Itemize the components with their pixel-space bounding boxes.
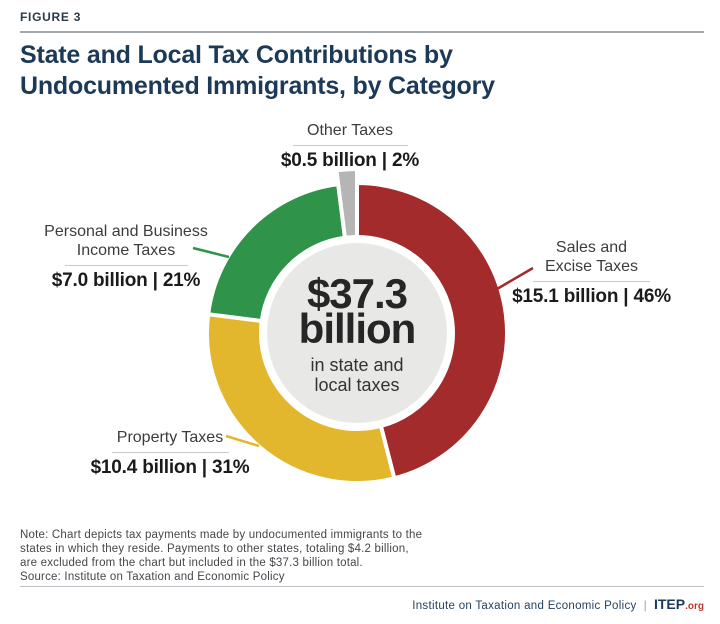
label-property-taxes-value: $10.4 billion | 31% [90,457,250,478]
donut-segment-3 [334,166,359,240]
label-other-taxes-value: $0.5 billion | 2% [280,150,420,171]
figure-label: FIGURE 3 [20,10,82,24]
itep-logo-suffix: .org [685,601,704,612]
chart-title: State and Local Tax Contributions by Und… [20,40,495,102]
label-income-taxes-value: $7.0 billion | 21% [51,270,201,291]
label-property-taxes: Property Taxes $10.4 billion | 31% [70,428,270,479]
label-other-taxes: Other Taxes $0.5 billion | 2% [265,121,435,172]
note-line-3: are excluded from the chart but included… [20,557,363,569]
note-line-1: Note: Chart depicts tax payments made by… [20,529,423,541]
footer: Institute on Taxation and Economic Polic… [412,596,704,612]
total-caption-line1: in state and [310,355,404,375]
label-property-taxes-underline [111,452,229,453]
label-income-taxes-underline [64,265,188,266]
donut-center-label: $37.3 billion in state and local taxes [257,270,457,396]
label-other-taxes-name: Other Taxes [307,122,393,139]
label-income-taxes-name-line1: Personal and Business [44,223,208,240]
total-caption: in state and local taxes [257,355,457,395]
label-other-taxes-underline [292,145,408,146]
source-line: Source: Institute on Taxation and Econom… [20,571,285,583]
total-unit-word: billion [298,305,417,352]
label-sales-excise-name-line2: Excise Taxes [544,258,639,275]
footer-separator: | [643,598,647,612]
leader-line-1 [225,434,260,448]
label-sales-excise-underline [533,281,650,282]
leader-line-0 [496,266,534,291]
donut-segment-1 [205,312,397,485]
label-sales-excise-name-line1: Sales and [555,239,628,256]
label-property-taxes-name: Property Taxes [116,429,224,446]
total-amount: $37.3 [306,270,408,317]
footer-org-name: Institute on Taxation and Economic Polic… [412,600,637,612]
label-sales-excise-taxes: Sales and Excise Taxes $15.1 billion | 4… [499,238,684,308]
label-income-taxes: Personal and Business Income Taxes $7.0 … [16,222,236,292]
donut-hole [267,243,447,423]
label-income-taxes-name-line2: Income Taxes [76,242,176,259]
donut-segment-0 [355,181,509,481]
chart-title-line1: State and Local Tax Contributions by [20,41,453,69]
label-sales-excise-value: $15.1 billion | 46% [512,286,671,307]
itep-logo-text: ITEP [653,596,686,612]
chart-title-line2: Undocumented Immigrants, by Category [20,72,495,100]
total-caption-line2: local taxes [314,375,400,395]
header-divider [20,31,704,33]
note-line-2: states in which they reside. Payments to… [20,543,409,555]
note-text: Note: Chart depicts tax payments made by… [20,528,422,584]
itep-logo: ITEP.org [654,596,704,612]
footer-divider [20,586,704,587]
leader-line-2 [192,246,230,259]
